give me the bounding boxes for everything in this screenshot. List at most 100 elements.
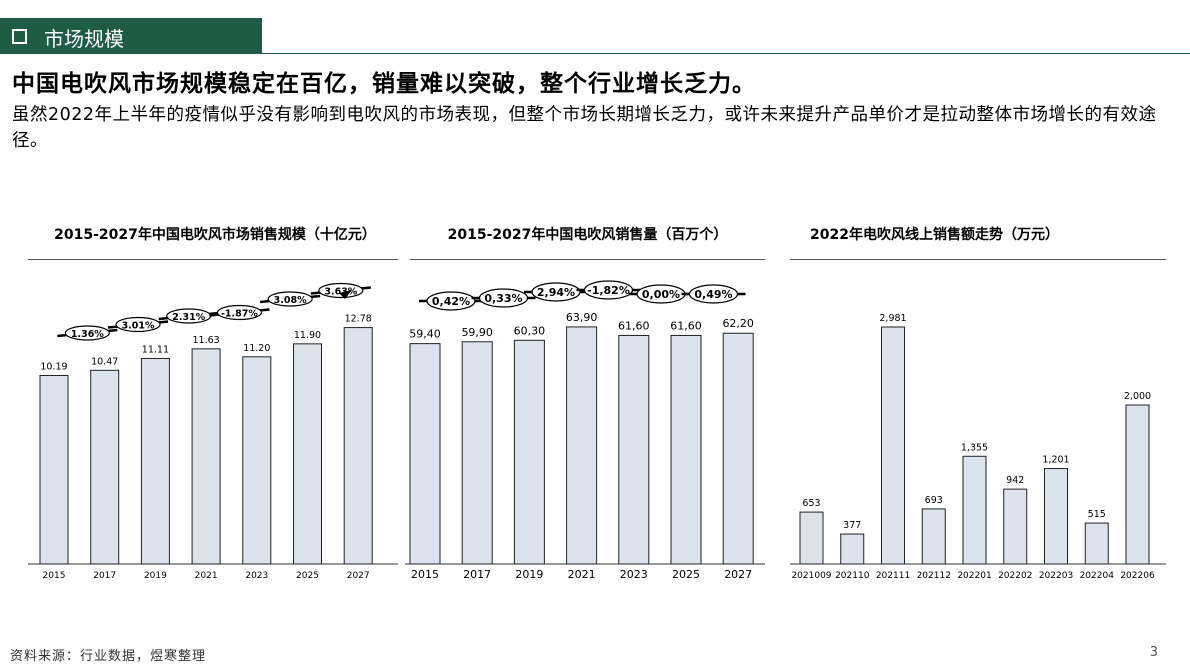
arrow-head-icon (339, 290, 352, 299)
bar (921, 508, 946, 565)
bar (1125, 404, 1150, 565)
data-label: 10.19 (40, 361, 67, 372)
bar (722, 332, 754, 565)
data-label: 1,355 (961, 442, 988, 453)
data-label: 62,20 (722, 317, 754, 330)
x-tick-label: 2019 (144, 571, 167, 581)
chart3-rule (790, 259, 1166, 260)
bar (799, 511, 824, 565)
chart1-rule (28, 259, 398, 260)
x-tick-label: 202204 (1080, 571, 1115, 581)
data-label: 12.78 (345, 314, 372, 325)
bar (39, 374, 69, 565)
data-label: 61,60 (670, 319, 702, 332)
growth-bubble (267, 291, 313, 307)
square-icon (12, 29, 27, 44)
growth-bubble (318, 282, 364, 299)
bar (881, 326, 905, 565)
x-tick-label: 2025 (296, 571, 319, 581)
x-tick-label: 2019 (515, 568, 543, 581)
growth-bubble (216, 304, 263, 321)
x-tick-label: 202202 (998, 571, 1032, 581)
growth-label: 3.63% (324, 287, 357, 298)
data-label: 693 (925, 495, 943, 506)
bar (1084, 522, 1109, 565)
bar (293, 343, 322, 565)
source-note: 资料来源：行业数据，煜寒整理 (10, 649, 207, 664)
growth-label: 2,94% (537, 286, 575, 299)
data-label: 653 (802, 498, 820, 509)
data-label: 10.47 (91, 356, 118, 367)
x-tick-label: 2015 (411, 568, 439, 581)
bar (242, 356, 272, 565)
growth-bubble (115, 316, 161, 333)
bar (962, 455, 987, 565)
x-tick-label: 202201 (957, 571, 991, 581)
data-label: 59,90 (461, 326, 493, 339)
data-label: 11.63 (192, 335, 219, 346)
chart2-rule (410, 259, 765, 260)
chart1-title: 2015-2027年中国电吹风市场销售规模（十亿元） (54, 227, 376, 243)
x-tick-label: 202110 (835, 571, 870, 581)
chart2-title: 2015-2027年中国电吹风销售量（百万个） (447, 227, 728, 243)
bar (191, 348, 221, 565)
x-tick-label: 2021009 (791, 571, 831, 581)
bar (343, 327, 373, 565)
growth-bubble (64, 325, 110, 341)
data-label: 63,90 (566, 311, 598, 324)
x-tick-label: 2017 (463, 568, 491, 581)
section-label: 市场规模 (44, 27, 124, 51)
paragraph: 虽然2022年上半年的疫情似乎没有影响到电吹风的市场表现，但整个市场长期增长乏力… (12, 105, 1157, 151)
headline: 中国电吹风市场规模稳定在百亿，销量难以突破，整个行业增长乏力。 (12, 71, 756, 97)
data-label: 377 (843, 520, 861, 531)
data-label: 942 (1006, 475, 1024, 486)
page-number: 3 (1149, 645, 1158, 660)
x-tick-label: 2021 (195, 571, 218, 581)
growth-label: 0,33% (484, 292, 522, 305)
x-tick-label: 2025 (672, 568, 700, 581)
growth-label: -1,82% (587, 284, 630, 297)
data-label: 515 (1088, 509, 1106, 520)
x-tick-label: 2021 (568, 568, 596, 581)
bar (140, 357, 170, 565)
x-tick-label: 202203 (1039, 571, 1073, 581)
x-tick-label: 2023 (620, 568, 648, 581)
data-label: 1,201 (1042, 455, 1069, 466)
data-label: 11.11 (142, 344, 169, 355)
bar (1003, 488, 1028, 565)
bar (840, 533, 865, 565)
data-label: 60,30 (514, 324, 546, 337)
chart3-title: 2022年电吹风线上销售额走势（万元） (810, 227, 1059, 243)
bar (90, 369, 120, 565)
growth-label: 2.31% (172, 312, 205, 323)
bar (618, 334, 650, 565)
x-tick-label: 2027 (724, 568, 752, 581)
data-label: 2,981 (879, 313, 906, 324)
bar (461, 341, 493, 565)
bar (513, 339, 545, 565)
data-label: 61,60 (618, 319, 650, 332)
bar (566, 326, 598, 565)
x-tick-label: 202112 (917, 571, 951, 581)
x-tick-label: 2017 (93, 571, 116, 581)
growth-bubble (688, 284, 739, 304)
growth-label: 0,00% (642, 288, 680, 301)
x-tick-label: 202206 (1120, 571, 1155, 581)
growth-bubble (531, 282, 581, 302)
growth-bubble (583, 280, 634, 300)
data-label: 2,000 (1124, 391, 1151, 402)
growth-label: 3.08% (274, 295, 307, 306)
growth-label: 3.01% (122, 321, 155, 332)
growth-label: 0,42% (432, 295, 470, 308)
growth-bubble (478, 288, 529, 308)
data-label: 11.90 (294, 330, 321, 341)
data-label: 11.20 (243, 343, 270, 354)
data-label: 59,40 (409, 328, 441, 341)
growth-label: -1.87% (221, 309, 258, 320)
bar (670, 334, 702, 565)
x-tick-label: 2015 (43, 571, 66, 581)
x-tick-label: 202111 (876, 571, 910, 581)
growth-bubble (426, 291, 476, 311)
x-tick-label: 2027 (347, 571, 370, 581)
